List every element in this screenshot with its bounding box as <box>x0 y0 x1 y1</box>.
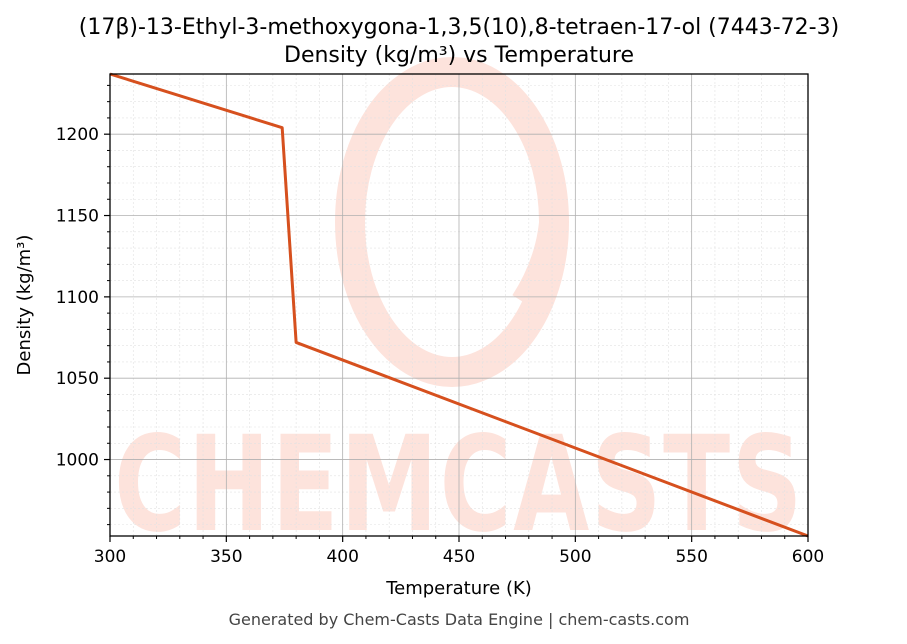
x-tick-label: 300 <box>94 547 126 567</box>
y-tick-label: 1200 <box>56 125 99 145</box>
series-layer <box>109 72 809 538</box>
watermark-swirl <box>335 57 569 387</box>
chart-title: (17β)-13-Ethyl-3-methoxygona-1,3,5(10),8… <box>79 15 839 40</box>
y-tick-label: 1150 <box>56 207 99 227</box>
x-tick-label: 400 <box>326 547 358 567</box>
x-tick-label: 450 <box>443 547 475 567</box>
y-tick-label: 1000 <box>56 451 99 471</box>
watermark-swirl-tail <box>512 147 558 305</box>
x-axis-label: Temperature (K) <box>385 578 532 599</box>
x-tick-label: 550 <box>675 547 707 567</box>
footer-credit: Generated by Chem-Casts Data Engine | ch… <box>229 610 690 629</box>
axis-ticks: 300 350 400 450 500 550 600 1000 1050 1100 1150 120… <box>56 84 824 567</box>
y-tick-label: 1100 <box>56 288 99 308</box>
x-tick-label: 500 <box>559 547 591 567</box>
x-tick-label: 600 <box>792 547 824 567</box>
y-axis-label: Density (kg/m³) <box>14 235 35 376</box>
series-line <box>109 72 809 538</box>
x-tick-label: 350 <box>210 547 242 567</box>
y-tick-label: 1050 <box>56 369 99 389</box>
chart-subtitle: Density (kg/m³) vs Temperature <box>284 43 634 68</box>
